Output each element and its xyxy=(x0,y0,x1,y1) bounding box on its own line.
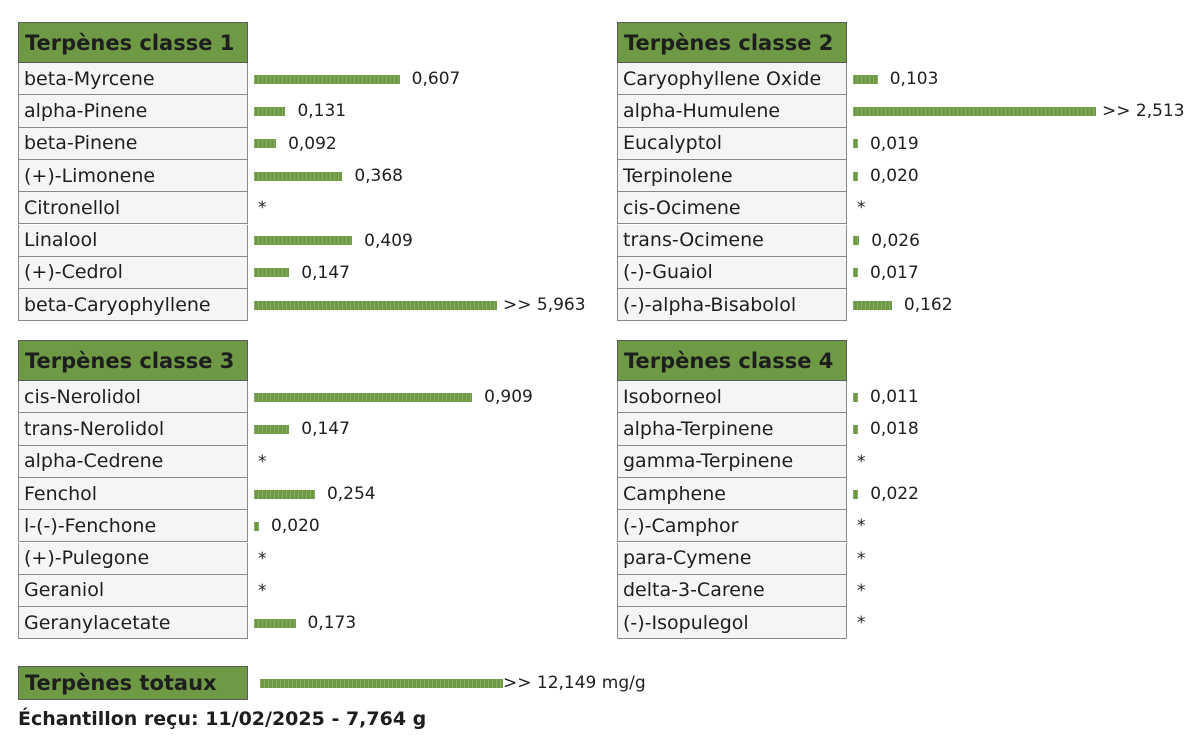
group-title: Terpènes classe 3 xyxy=(18,340,248,381)
value-label: 0,254 xyxy=(326,484,376,505)
value-label: * xyxy=(857,580,866,601)
row-name: Caryophyllene Oxide xyxy=(617,63,847,96)
value-label: 0,607 xyxy=(411,69,461,90)
value-bar xyxy=(254,74,400,84)
value-label: * xyxy=(857,198,866,219)
value-bar xyxy=(254,521,259,531)
value-bar xyxy=(853,236,860,246)
row-name: Fenchol xyxy=(18,477,248,511)
value-bar xyxy=(853,300,892,310)
value-bar xyxy=(853,268,858,278)
value-label: 0,147 xyxy=(301,419,350,440)
value-label: * xyxy=(258,198,267,219)
total-bar xyxy=(260,678,503,688)
row-name: (+)-Cedrol xyxy=(18,256,248,290)
row-name: alpha-Humulene xyxy=(617,95,847,128)
value-label: 0,162 xyxy=(903,295,953,316)
value-label: 0,020 xyxy=(271,516,320,537)
row-name: beta-Caryophyllene xyxy=(18,289,248,322)
value-label: 0,011 xyxy=(870,387,919,408)
row-name: (+)-Pulegone xyxy=(18,542,248,575)
row-name: Isoborneol xyxy=(617,381,847,414)
value-bar xyxy=(853,139,858,149)
row-name: cis-Ocimene xyxy=(617,192,847,225)
row-name: (-)-alpha-Bisabolol xyxy=(617,289,847,322)
row-name: Terpinolene xyxy=(617,159,847,193)
value-label: 0,103 xyxy=(889,69,939,90)
value-bar xyxy=(254,424,290,434)
group-title: Terpènes classe 1 xyxy=(18,22,248,63)
row-name: Citronellol xyxy=(18,192,248,225)
value-bar xyxy=(853,74,878,84)
value-bar xyxy=(254,106,286,116)
row-name: alpha-Terpinene xyxy=(617,413,847,446)
row-name: l-(-)-Fenchone xyxy=(18,510,248,543)
value-label: 0,368 xyxy=(354,166,403,187)
row-name: Geranylacetate xyxy=(18,607,248,640)
row-name: Camphene xyxy=(617,477,847,511)
row-name: alpha-Cedrene xyxy=(18,445,248,478)
value-label: * xyxy=(258,548,267,569)
value-bar xyxy=(254,139,277,149)
row-name: Eucalyptol xyxy=(617,127,847,160)
value-label: 0,173 xyxy=(307,613,357,634)
row-name: alpha-Pinene xyxy=(18,95,248,128)
value-label: 0,020 xyxy=(870,166,919,187)
total-label: >> 12,149 mg/g xyxy=(503,673,646,693)
value-bar xyxy=(254,171,343,181)
value-label: 0,131 xyxy=(297,101,347,122)
value-label: 0,147 xyxy=(301,262,350,283)
value-label: * xyxy=(857,613,866,634)
row-name: (-)-Isopulegol xyxy=(617,607,847,640)
row-name: (-)-Guaiol xyxy=(617,256,847,290)
row-name: trans-Nerolidol xyxy=(18,413,248,446)
value-bar xyxy=(853,489,859,499)
value-label: 0,017 xyxy=(870,262,919,283)
value-label: 0,018 xyxy=(870,419,919,440)
value-label: 0,092 xyxy=(288,133,337,154)
value-label: * xyxy=(857,516,866,537)
value-label: * xyxy=(857,548,866,569)
row-name: Linalool xyxy=(18,224,248,257)
value-bar xyxy=(853,106,1096,116)
row-name: gamma-Terpinene xyxy=(617,445,847,478)
value-label: >> 2,513 xyxy=(1102,101,1185,122)
value-label: 0,909 xyxy=(484,387,533,408)
group-title: Terpènes classe 2 xyxy=(617,22,847,63)
value-bar xyxy=(254,392,473,402)
value-label: 0,409 xyxy=(364,230,413,251)
value-label: * xyxy=(258,451,267,472)
row-name: (-)-Camphor xyxy=(617,510,847,543)
value-label: * xyxy=(857,451,866,472)
row-name: trans-Ocimene xyxy=(617,224,847,257)
value-label: * xyxy=(258,580,267,601)
row-name: delta-3-Carene xyxy=(617,574,847,608)
total-title: Terpènes totaux xyxy=(18,666,248,700)
group-title: Terpènes classe 4 xyxy=(617,340,847,381)
row-name: (+)-Limonene xyxy=(18,159,248,193)
value-bar xyxy=(254,236,353,246)
row-name: para-Cymene xyxy=(617,542,847,575)
row-name: cis-Nerolidol xyxy=(18,381,248,414)
row-name: beta-Myrcene xyxy=(18,63,248,96)
value-label: 0,022 xyxy=(870,484,919,505)
row-name: Geraniol xyxy=(18,574,248,608)
value-label: >> 5,963 xyxy=(503,295,586,316)
value-bar xyxy=(254,300,497,310)
value-bar xyxy=(254,268,290,278)
value-bar xyxy=(254,618,296,628)
value-label: 0,019 xyxy=(870,133,919,154)
value-bar xyxy=(254,489,315,499)
row-name: beta-Pinene xyxy=(18,127,248,160)
footer: Échantillon reçu: 11/02/2025 - 7,764 g xyxy=(18,708,427,730)
value-bar xyxy=(853,424,858,434)
value-label: 0,026 xyxy=(871,230,920,251)
value-bar xyxy=(853,171,858,181)
value-bar xyxy=(853,392,858,402)
